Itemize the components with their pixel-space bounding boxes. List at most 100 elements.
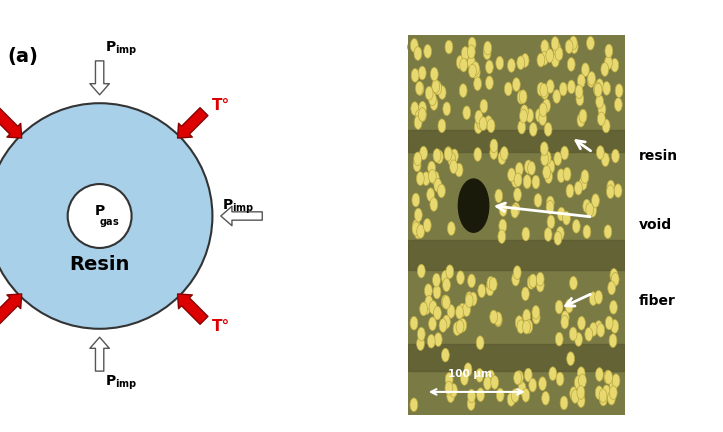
Circle shape	[611, 58, 619, 72]
Circle shape	[557, 226, 564, 240]
Circle shape	[597, 112, 605, 126]
Circle shape	[416, 225, 424, 238]
Circle shape	[532, 305, 540, 319]
Circle shape	[570, 36, 577, 50]
Circle shape	[438, 86, 446, 99]
Circle shape	[519, 90, 527, 104]
Circle shape	[448, 152, 455, 166]
Circle shape	[486, 60, 493, 74]
Circle shape	[415, 110, 423, 123]
Circle shape	[474, 77, 482, 91]
Circle shape	[484, 116, 492, 130]
Circle shape	[494, 312, 502, 326]
Circle shape	[523, 309, 531, 323]
Circle shape	[514, 173, 522, 187]
Circle shape	[476, 116, 484, 129]
Circle shape	[560, 396, 568, 410]
Circle shape	[524, 160, 532, 174]
Circle shape	[575, 181, 582, 195]
Circle shape	[472, 66, 480, 79]
Circle shape	[549, 367, 557, 381]
Circle shape	[496, 56, 504, 70]
Circle shape	[527, 276, 535, 289]
Circle shape	[442, 270, 449, 284]
Circle shape	[491, 375, 499, 389]
Circle shape	[576, 85, 583, 98]
Circle shape	[517, 90, 525, 104]
Circle shape	[607, 391, 615, 405]
Circle shape	[541, 51, 549, 65]
Circle shape	[467, 397, 475, 410]
Circle shape	[432, 171, 439, 185]
Circle shape	[609, 386, 617, 400]
Circle shape	[427, 188, 435, 202]
Circle shape	[445, 372, 453, 386]
Circle shape	[578, 316, 586, 330]
Circle shape	[414, 225, 422, 239]
Circle shape	[604, 56, 612, 70]
Circle shape	[475, 110, 483, 124]
Circle shape	[442, 348, 449, 362]
Circle shape	[410, 316, 418, 330]
Circle shape	[569, 327, 577, 341]
Circle shape	[554, 232, 562, 245]
Circle shape	[417, 327, 425, 341]
Circle shape	[416, 172, 424, 185]
Circle shape	[543, 151, 551, 165]
Circle shape	[505, 82, 512, 96]
Text: $\mathbf{gas}$: $\mathbf{gas}$	[98, 217, 119, 229]
Text: (a): (a)	[7, 47, 38, 66]
Circle shape	[511, 174, 519, 187]
Circle shape	[474, 148, 482, 161]
Circle shape	[605, 44, 613, 58]
Circle shape	[604, 225, 612, 238]
Circle shape	[526, 109, 534, 122]
Circle shape	[445, 381, 453, 395]
Circle shape	[563, 167, 571, 181]
Circle shape	[605, 316, 613, 330]
Circle shape	[586, 203, 594, 216]
Circle shape	[433, 149, 441, 162]
Circle shape	[468, 56, 475, 70]
Circle shape	[414, 152, 422, 166]
Circle shape	[513, 266, 521, 280]
Circle shape	[508, 59, 515, 72]
Circle shape	[612, 374, 620, 388]
Circle shape	[537, 53, 545, 67]
Text: fiber: fiber	[638, 294, 675, 308]
Circle shape	[417, 264, 425, 278]
Circle shape	[511, 389, 519, 403]
Circle shape	[567, 352, 575, 365]
Circle shape	[547, 79, 554, 93]
Circle shape	[604, 370, 612, 384]
Circle shape	[445, 40, 453, 54]
Circle shape	[515, 371, 523, 384]
Circle shape	[607, 180, 615, 194]
Circle shape	[434, 81, 442, 95]
Circle shape	[434, 306, 441, 320]
Circle shape	[484, 41, 492, 55]
Circle shape	[513, 78, 521, 92]
Text: 100 μm: 100 μm	[448, 368, 492, 379]
Circle shape	[429, 301, 437, 314]
Circle shape	[416, 337, 424, 350]
Circle shape	[599, 389, 607, 403]
Circle shape	[495, 313, 502, 327]
Circle shape	[455, 163, 463, 177]
Circle shape	[607, 185, 615, 199]
Circle shape	[433, 285, 441, 299]
Circle shape	[430, 97, 438, 110]
Circle shape	[456, 55, 464, 69]
Circle shape	[577, 367, 585, 381]
Circle shape	[614, 184, 622, 197]
Circle shape	[468, 389, 476, 403]
Circle shape	[419, 146, 427, 160]
Circle shape	[419, 108, 426, 121]
Circle shape	[508, 168, 515, 182]
Circle shape	[586, 36, 594, 50]
Circle shape	[419, 102, 427, 115]
Circle shape	[411, 38, 418, 52]
Circle shape	[469, 37, 476, 51]
Circle shape	[487, 370, 495, 384]
Circle shape	[513, 188, 521, 201]
